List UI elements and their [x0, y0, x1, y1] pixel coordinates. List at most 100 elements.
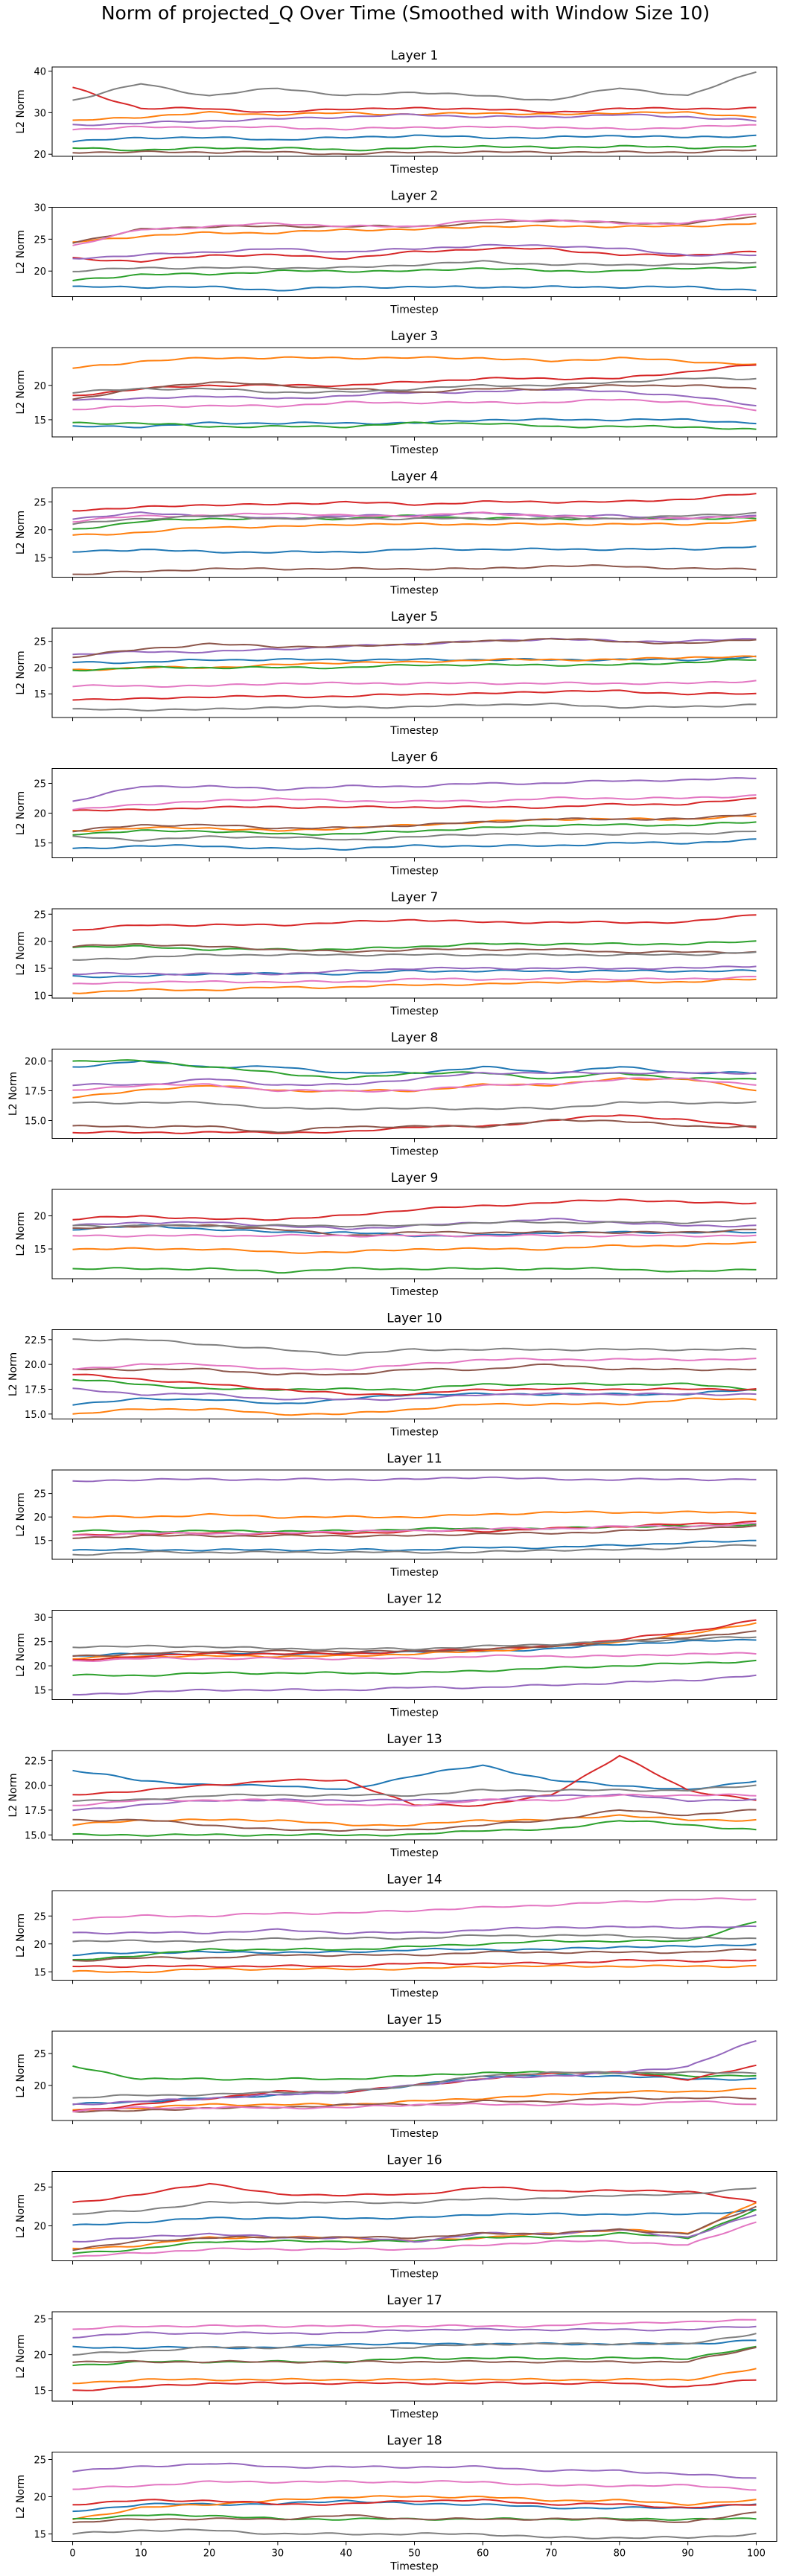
x-axis-label: Timestep [389, 1006, 439, 1017]
series-line [72, 1522, 757, 1537]
y-tick-label: 25 [34, 2049, 46, 2060]
series-line [72, 2209, 757, 2226]
series-line [72, 213, 757, 246]
y-axis-label: L2 Norm [15, 2334, 27, 2378]
y-tick-label: 20 [34, 2493, 46, 2504]
series-line [72, 246, 757, 263]
y-tick-label: 25 [34, 637, 46, 648]
chart-title: Layer 16 [387, 2153, 442, 2168]
series-line [72, 1077, 757, 1099]
chart-title: Layer 10 [387, 1311, 442, 1326]
chart-title: Layer 18 [387, 2434, 442, 2449]
series-line [72, 1358, 757, 1371]
chart-title: Layer 7 [391, 890, 439, 905]
chart-16: Layer 16 20 25 Timestep L2 Norm [15, 2153, 777, 2281]
series-line [72, 520, 757, 536]
chart-title: Layer 3 [391, 329, 439, 344]
series-line [72, 124, 757, 131]
chart-1: Layer 1 20 30 40 Timestep L2 Norm [15, 48, 777, 176]
series-line [72, 381, 757, 400]
series-line [72, 1363, 757, 1376]
y-tick-label: 15.0 [25, 1410, 46, 1421]
series-line [72, 1388, 757, 1406]
series-line [72, 2528, 757, 2540]
y-tick-label: 20 [34, 525, 46, 537]
y-tick-label: 25 [34, 234, 46, 246]
series-line [72, 71, 757, 101]
y-tick-label: 25 [34, 497, 46, 508]
y-tick-label: 20 [34, 266, 46, 278]
series-line [72, 564, 757, 575]
x-axis-label: Timestep [389, 2409, 439, 2420]
y-axis-label: L2 Norm [7, 1352, 19, 1396]
x-tick-label: 20 [203, 2548, 216, 2560]
series-line [72, 1544, 757, 1556]
x-axis-label: Timestep [389, 1988, 439, 2000]
chart-title: Layer 17 [387, 2293, 442, 2308]
y-tick-label: 25 [34, 1489, 46, 1500]
y-axis-label: L2 Norm [7, 1773, 19, 1817]
y-tick-label: 22.5 [25, 1756, 46, 1767]
y-tick-label: 25 [34, 779, 46, 790]
series-line [72, 398, 757, 412]
series-line [72, 965, 757, 976]
y-axis-label: L2 Norm [15, 2475, 27, 2519]
y-axis-label: L2 Norm [15, 791, 27, 835]
y-tick-label: 20 [34, 937, 46, 948]
y-tick-label: 20 [34, 663, 46, 674]
x-tick-label: 40 [340, 2548, 352, 2560]
y-axis-label: L2 Norm [15, 370, 27, 414]
plot-frame [51, 66, 777, 157]
y-tick-label: 15 [34, 553, 46, 564]
x-axis-label: Timestep [389, 866, 439, 878]
series-line [72, 546, 757, 554]
series-line [72, 1524, 757, 1539]
x-tick-label: 70 [545, 2548, 558, 2560]
series-line [72, 1267, 757, 1274]
x-tick-label: 100 [747, 2548, 766, 2560]
y-tick-label: 20 [34, 1661, 46, 1672]
series-line [72, 794, 757, 811]
series-line [72, 940, 757, 951]
chart-17: Layer 17 15 20 25 Timestep L2 Norm [15, 2293, 777, 2420]
series-line [72, 2368, 757, 2385]
series-line [72, 1897, 757, 1921]
series-line [72, 1809, 757, 1832]
series-line [72, 1539, 757, 1552]
series-line [72, 1338, 757, 1356]
y-axis-label: L2 Norm [15, 1914, 27, 1957]
series-line [72, 680, 757, 688]
series-line [72, 2205, 757, 2251]
chart-8: Layer 8 15.0 17.5 20.0 Timestep L2 Norm [7, 1031, 777, 1158]
series-line [72, 377, 757, 394]
chart-14: Layer 14 15 20 25 Timestep L2 Norm [15, 1873, 777, 2000]
series-line [72, 2182, 757, 2203]
y-tick-label: 25 [34, 2455, 46, 2467]
y-tick-label: 30 [34, 203, 46, 214]
series-line [72, 1921, 757, 1960]
x-axis-label: Timestep [389, 304, 439, 316]
series-line [72, 2333, 757, 2356]
x-axis-label: Timestep [389, 585, 439, 597]
x-tick-label: 0 [69, 2548, 75, 2560]
chart-15: Layer 15 20 25 Timestep L2 Norm [15, 2013, 777, 2140]
series-line [72, 969, 757, 979]
series-line [72, 943, 757, 954]
x-axis-label: Timestep [389, 2561, 439, 2573]
series-line [72, 260, 757, 272]
series-line [72, 1224, 757, 1238]
y-tick-label: 15 [34, 2386, 46, 2397]
y-tick-label: 15.0 [25, 1830, 46, 1841]
chart-title: Layer 1 [391, 48, 439, 63]
x-axis-label: Timestep [389, 1427, 439, 1439]
y-axis-label: L2 Norm [15, 1212, 27, 1256]
series-line [72, 1378, 757, 1391]
series-line [72, 1964, 757, 1974]
series-line [72, 2346, 757, 2364]
y-tick-label: 20 [34, 381, 46, 392]
series-line [72, 493, 757, 512]
series-line [72, 1793, 757, 1807]
chart-title: Layer 11 [387, 1451, 442, 1466]
plot-frame [51, 488, 777, 578]
series-line [72, 978, 757, 994]
